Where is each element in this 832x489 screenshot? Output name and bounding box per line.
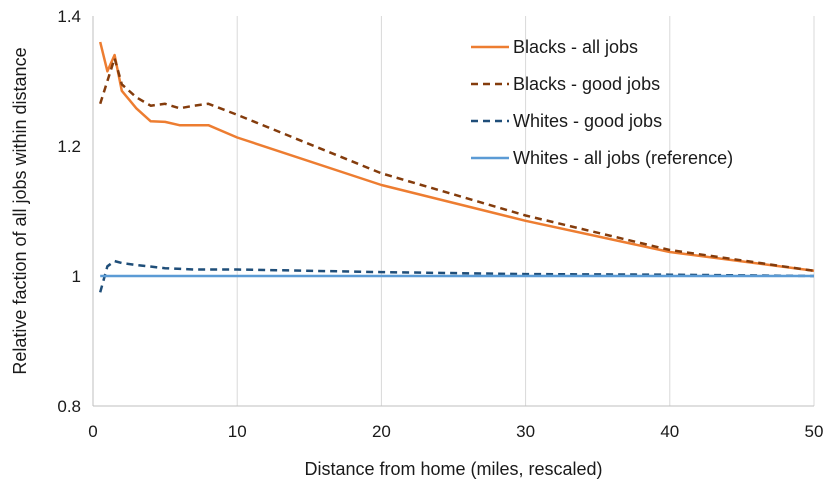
tick-labels: 0 10 20 30 40 50 0.8 1 1.2 1.4 [57,7,823,441]
x-axis-label: Distance from home (miles, rescaled) [304,459,602,479]
legend-label-2: Whites - good jobs [513,111,662,131]
x-tick-label: 10 [228,422,247,441]
axes [92,16,814,407]
series-line-0 [98,41,815,273]
y-tick-label: 1.4 [57,7,81,26]
y-tick-label: 1.2 [57,137,81,156]
legend: Blacks - all jobs Blacks - good jobs White… [471,37,733,168]
x-tick-label: 30 [516,422,535,441]
legend-label-0: Blacks - all jobs [513,37,638,57]
legend-label-1: Blacks - good jobs [513,74,660,94]
series-lines [98,41,815,293]
series-line-1 [99,57,815,273]
x-tick-label: 0 [88,422,97,441]
x-tick-label: 40 [660,422,679,441]
y-tick-label: 1 [72,267,81,286]
y-tick-label: 0.8 [57,397,81,416]
grid [236,16,815,406]
series-line-2 [98,259,815,293]
y-axis-label: Relative faction of all jobs within dist… [10,47,30,374]
x-tick-label: 20 [372,422,391,441]
x-tick-label: 50 [805,422,824,441]
legend-label-3: Whites - all jobs (reference) [513,148,733,168]
